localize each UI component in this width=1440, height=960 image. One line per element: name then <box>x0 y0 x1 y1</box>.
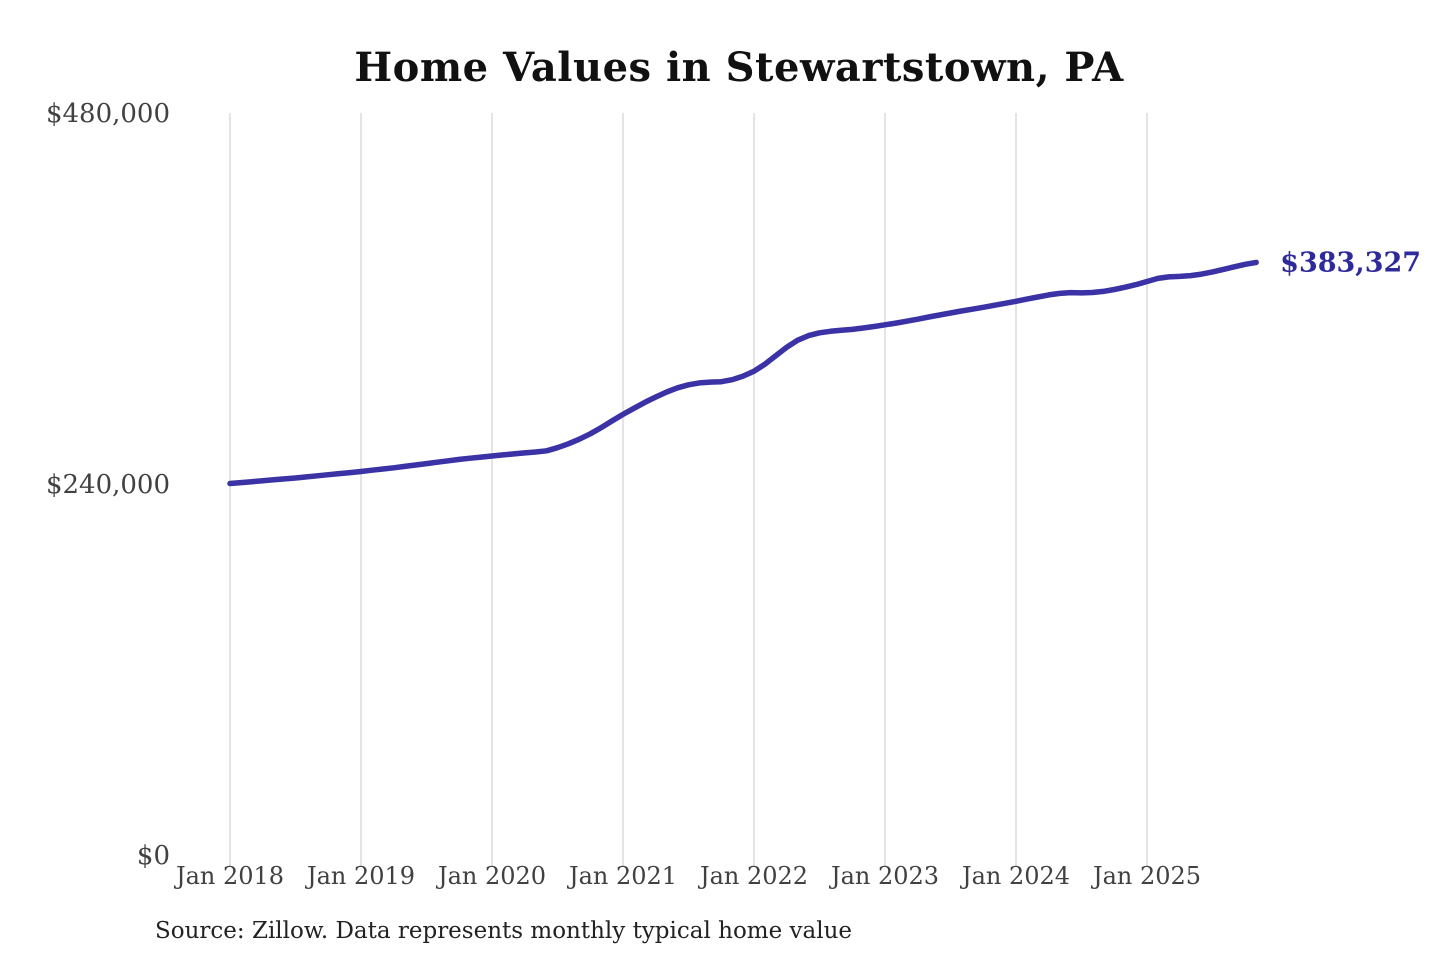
x-tick-label: Jan 2018 <box>173 862 284 890</box>
x-tick-label: Jan 2025 <box>1090 862 1201 890</box>
y-tick-label: $480,000 <box>46 99 170 129</box>
vertical-gridlines <box>229 113 1148 866</box>
x-tick-label: Jan 2023 <box>828 862 939 890</box>
x-tick-label: Jan 2024 <box>959 862 1070 890</box>
x-tick-label: Jan 2022 <box>697 862 808 890</box>
y-tick-label: $0 <box>137 841 170 871</box>
y-axis-labels: $0 $240,000 $480,000 <box>46 99 170 871</box>
source-note: Source: Zillow. Data represents monthly … <box>155 918 853 944</box>
home-value-series-line <box>227 259 1259 487</box>
x-tick-label: Jan 2020 <box>435 862 546 890</box>
x-tick-label: Jan 2021 <box>566 862 677 890</box>
end-value-label: $383,327 <box>1280 247 1421 278</box>
x-axis-labels: Jan 2018 Jan 2019 Jan 2020 Jan 2021 Jan 2022… <box>173 862 1201 890</box>
y-tick-label: $240,000 <box>46 470 170 500</box>
x-tick-label: Jan 2019 <box>304 862 415 890</box>
chart-title: Home Values in Stewartstown, PA <box>354 44 1124 91</box>
